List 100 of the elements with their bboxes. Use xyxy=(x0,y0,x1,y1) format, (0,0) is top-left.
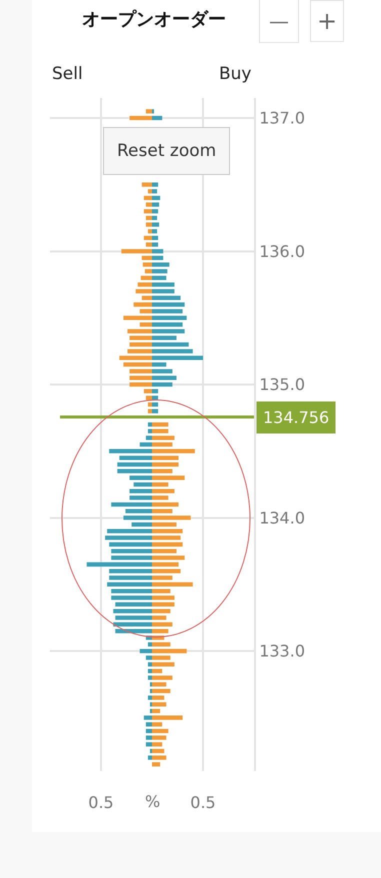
bar xyxy=(152,688,170,694)
bar xyxy=(152,702,166,706)
bar xyxy=(152,616,166,620)
bar xyxy=(152,556,185,560)
bar xyxy=(152,442,172,447)
bar xyxy=(130,476,152,480)
bar xyxy=(152,548,176,554)
bar xyxy=(115,616,152,620)
bar xyxy=(130,496,152,500)
bar xyxy=(152,668,162,674)
bar xyxy=(117,469,152,474)
bar xyxy=(152,516,191,520)
bar xyxy=(152,522,176,527)
bar xyxy=(148,668,152,674)
bar xyxy=(111,502,152,507)
bar xyxy=(146,736,152,740)
bar xyxy=(152,682,166,687)
bar xyxy=(107,528,152,534)
bar xyxy=(152,656,170,660)
bar xyxy=(152,736,166,740)
bar xyxy=(115,602,152,607)
bar xyxy=(152,536,181,540)
bar xyxy=(146,728,152,734)
bar xyxy=(109,542,152,547)
bar xyxy=(109,576,152,580)
bar xyxy=(152,628,168,634)
bar xyxy=(152,502,179,507)
annotation: Reset zoom xyxy=(117,141,216,161)
bar xyxy=(152,602,174,607)
bar xyxy=(152,742,162,746)
bar xyxy=(111,556,152,560)
y-tick-label: 137.0 xyxy=(259,108,306,128)
chart-title: オープンオーダー xyxy=(82,9,226,30)
text: Buy xyxy=(219,64,252,84)
bar xyxy=(152,462,179,467)
x-axis-title: % xyxy=(145,792,160,811)
bar xyxy=(152,588,170,594)
ref-line-label: 134.756 xyxy=(263,408,330,427)
bar xyxy=(152,562,179,567)
bar xyxy=(111,548,152,554)
bar xyxy=(125,509,152,514)
bar xyxy=(148,756,152,760)
bar xyxy=(148,422,152,427)
bar xyxy=(152,449,195,454)
bar xyxy=(152,482,168,487)
bar xyxy=(152,716,183,720)
bar xyxy=(152,496,168,500)
bar xyxy=(152,722,162,726)
bar xyxy=(152,542,183,547)
bar xyxy=(146,436,152,440)
bar xyxy=(152,509,172,514)
bar xyxy=(140,648,152,654)
bar xyxy=(140,442,152,447)
bar xyxy=(123,516,152,520)
bar xyxy=(111,596,152,600)
bar xyxy=(152,762,160,766)
text: — xyxy=(269,9,289,33)
bar xyxy=(132,522,152,527)
bar xyxy=(152,642,170,647)
bar xyxy=(109,449,152,454)
bar xyxy=(86,562,152,567)
bar xyxy=(152,422,168,427)
bar xyxy=(152,582,193,587)
bar xyxy=(146,722,152,726)
bar xyxy=(152,622,172,627)
bar xyxy=(152,576,172,580)
bar xyxy=(152,708,160,714)
text: + xyxy=(317,7,338,35)
bar xyxy=(152,436,174,440)
bar xyxy=(130,489,152,494)
bar xyxy=(152,429,168,434)
bar xyxy=(152,528,183,534)
bar xyxy=(152,469,172,474)
bar xyxy=(109,568,152,574)
bar xyxy=(152,456,179,460)
y-tick-label: 135.0 xyxy=(259,375,306,394)
bar xyxy=(105,536,152,540)
bar xyxy=(152,728,168,734)
y-tick-label: 133.0 xyxy=(259,642,306,661)
bar xyxy=(146,656,152,660)
text: Sell xyxy=(52,64,83,84)
bar xyxy=(146,742,152,746)
bar xyxy=(148,676,152,680)
bar xyxy=(152,648,187,654)
bar xyxy=(152,756,166,760)
bar xyxy=(152,596,174,600)
x-tick-label: 0.5 xyxy=(88,793,114,812)
bar xyxy=(117,462,152,467)
bar xyxy=(148,642,152,647)
bar xyxy=(144,716,152,720)
y-tick-label: 134.0 xyxy=(259,508,306,528)
bar xyxy=(152,608,170,614)
bar xyxy=(119,456,152,460)
bar xyxy=(152,662,174,667)
bar xyxy=(152,476,185,480)
y-tick-label: 136.0 xyxy=(259,242,306,261)
bar xyxy=(152,696,164,700)
bar xyxy=(113,608,152,614)
bar xyxy=(111,588,152,594)
bar xyxy=(152,748,164,754)
